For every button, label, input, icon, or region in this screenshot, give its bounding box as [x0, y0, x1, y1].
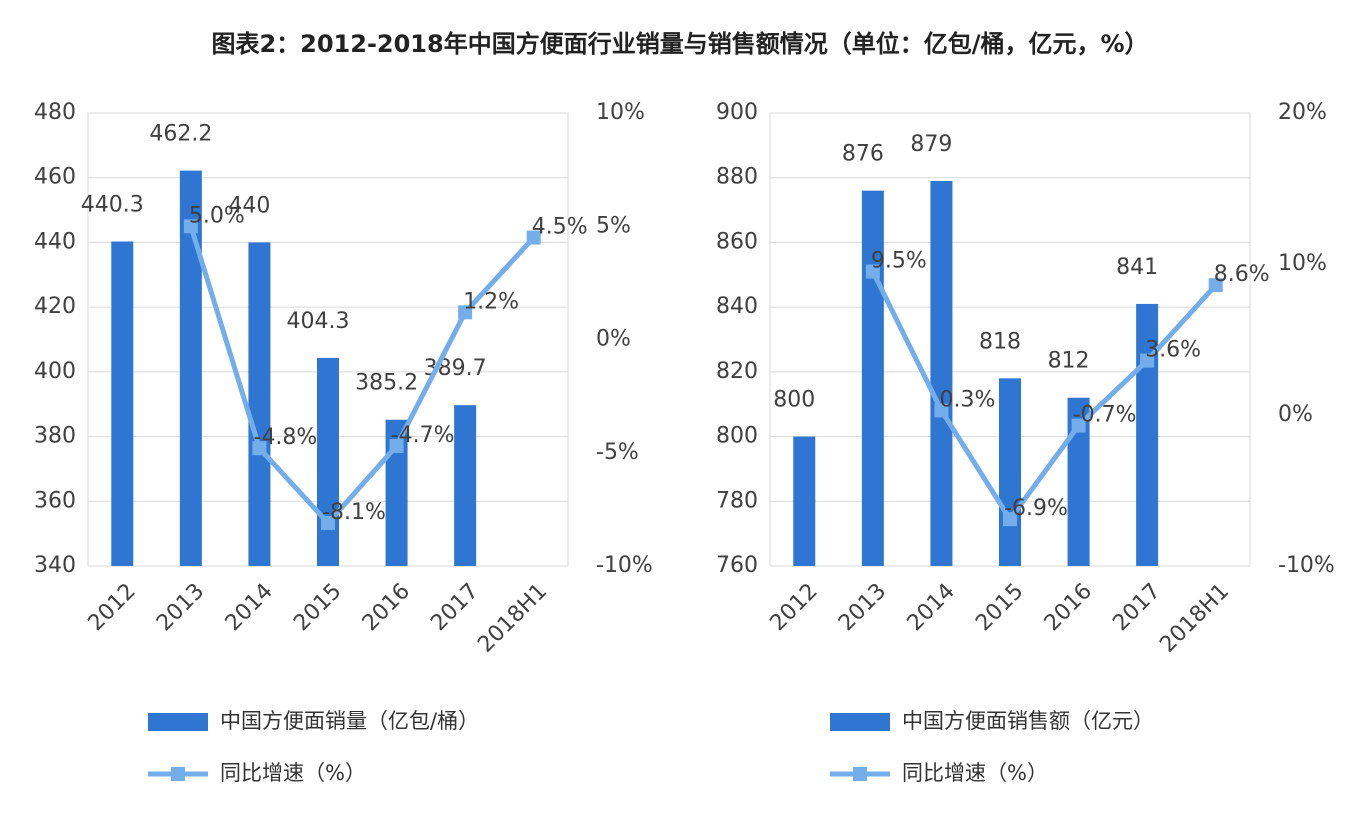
- bar-value-label: 800: [773, 388, 815, 413]
- y-tick-label: 340: [34, 553, 76, 578]
- line-value-label: -4.8%: [254, 425, 318, 450]
- line-value-label: -8.1%: [322, 500, 386, 525]
- line-marker: [934, 403, 949, 418]
- line-marker: [458, 305, 473, 320]
- y2-tick-label: 0%: [1278, 402, 1313, 427]
- line-value-label: -0.7%: [1073, 403, 1137, 428]
- y2-tick-label: 10%: [596, 100, 645, 125]
- x-tick-label: 2015: [971, 579, 1028, 636]
- y-tick-label: 860: [716, 229, 758, 254]
- line-marker: [1140, 353, 1155, 368]
- line-marker: [1071, 418, 1086, 433]
- x-tick-label: 2017: [426, 579, 483, 636]
- legend-label: 同比增速（%）: [220, 761, 366, 785]
- y2-tick-label: 20%: [1278, 100, 1327, 125]
- bar: [454, 405, 477, 566]
- x-tick-label: 2012: [765, 579, 822, 636]
- y-tick-label: 900: [716, 100, 758, 125]
- bar: [793, 436, 816, 566]
- line-marker: [183, 219, 198, 234]
- bar-value-label: 385.2: [355, 371, 418, 396]
- line-value-label: -4.7%: [391, 423, 455, 448]
- x-tick-label: 2012: [83, 579, 140, 636]
- line-value-label: 1.2%: [463, 289, 519, 314]
- y-tick-label: 440: [34, 229, 76, 254]
- y-tick-label: 840: [716, 294, 758, 319]
- title: 图表2：2012-2018年中国方便面行业销量与销售额情况（单位：亿包/桶，亿元…: [211, 30, 1148, 58]
- line-value-label: 9.5%: [871, 249, 927, 274]
- bar: [861, 190, 884, 566]
- bar: [1136, 303, 1159, 566]
- x-tick-label: 2018H1: [473, 579, 552, 658]
- legend-swatch: [171, 767, 185, 781]
- x-tick-label: 2013: [834, 579, 891, 636]
- y-tick-label: 420: [34, 294, 76, 319]
- y-tick-label: 880: [716, 165, 758, 190]
- bar-value-label: 440: [228, 193, 270, 218]
- bar-value-label: 841: [1116, 255, 1158, 280]
- x-tick-label: 2018H1: [1155, 579, 1234, 658]
- x-tick-label: 2017: [1108, 579, 1165, 636]
- y-tick-label: 800: [716, 424, 758, 449]
- x-tick-label: 2016: [1040, 579, 1097, 636]
- x-tick-label: 2016: [358, 579, 415, 636]
- line-marker: [1003, 512, 1017, 527]
- line-value-label: 4.5%: [532, 215, 588, 240]
- x-tick-label: 2015: [289, 579, 346, 636]
- line: [870, 270, 1218, 524]
- bar: [1067, 397, 1090, 566]
- line-value-label: -6.9%: [1004, 496, 1068, 521]
- line-value-label: 0.3%: [939, 387, 995, 412]
- bar-value-label: 818: [979, 329, 1021, 354]
- x-tick-label: 2014: [221, 579, 278, 636]
- line-marker: [1208, 278, 1223, 293]
- bar: [317, 357, 339, 566]
- bar: [999, 378, 1021, 566]
- line-marker: [389, 438, 404, 453]
- bar-value-label: 879: [910, 132, 952, 157]
- bar: [248, 242, 271, 566]
- y2-tick-label: 5%: [596, 213, 631, 238]
- line: [188, 225, 536, 527]
- y2-tick-label: -5%: [596, 440, 639, 465]
- line-value-label: 8.6%: [1214, 262, 1270, 287]
- line-marker: [526, 230, 541, 245]
- bar: [111, 241, 134, 566]
- legend-swatch: [853, 767, 867, 781]
- y-tick-label: 480: [34, 100, 76, 125]
- x-tick-label: 2013: [152, 579, 209, 636]
- y-tick-label: 760: [716, 553, 758, 578]
- y-tick-label: 460: [34, 165, 76, 190]
- line-value-label: 5.0%: [189, 203, 245, 228]
- bar: [179, 170, 202, 567]
- legend-swatch: [830, 713, 890, 731]
- legend-label: 中国方便面销量（亿包/桶）: [220, 709, 479, 733]
- legend-label: 同比增速（%）: [902, 761, 1048, 785]
- y-tick-label: 400: [34, 359, 76, 384]
- y-tick-label: 820: [716, 359, 758, 384]
- line-value-label: 3.6%: [1145, 338, 1201, 363]
- bar: [930, 180, 953, 566]
- bar-value-label: 440.3: [81, 192, 144, 217]
- y2-tick-label: -10%: [1278, 553, 1335, 578]
- line-marker: [865, 264, 880, 279]
- y2-tick-label: 10%: [1278, 251, 1327, 276]
- y-tick-label: 780: [716, 488, 758, 513]
- bar-value-label: 812: [1048, 349, 1090, 374]
- bar: [385, 419, 408, 566]
- y2-tick-label: -10%: [596, 553, 653, 578]
- legend-swatch: [148, 713, 208, 731]
- bar-value-label: 462.2: [149, 122, 212, 147]
- y-tick-label: 380: [34, 424, 76, 449]
- y-tick-label: 360: [34, 488, 76, 513]
- x-tick-label: 2014: [903, 579, 960, 636]
- legend-label: 中国方便面销售额（亿元）: [902, 709, 1154, 733]
- bar-value-label: 876: [842, 142, 884, 167]
- line-marker: [321, 515, 335, 530]
- line-marker: [252, 441, 267, 456]
- bar-value-label: 404.3: [287, 309, 350, 334]
- y2-tick-label: 0%: [596, 327, 631, 352]
